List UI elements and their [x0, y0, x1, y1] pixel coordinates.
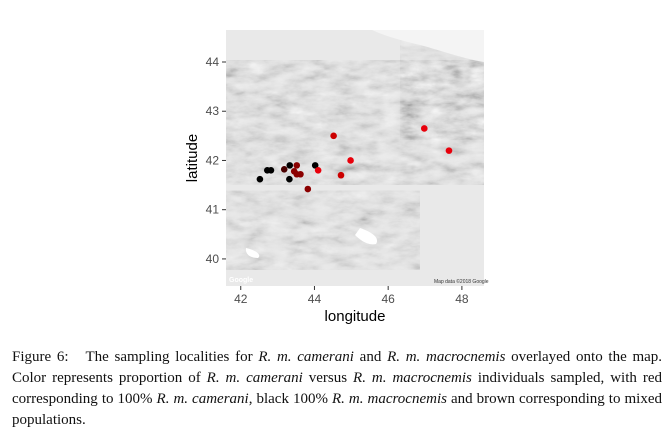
data-point: [445, 147, 453, 154]
map-background: [226, 30, 484, 286]
data-point: [304, 185, 312, 193]
x-tick-label: 42: [234, 292, 248, 306]
y-tick-label: 44: [206, 55, 220, 69]
figure-caption: Figure 6: The sampling localities for R.…: [12, 347, 662, 431]
data-point: [311, 162, 319, 169]
x-axis-title: longitude: [325, 308, 386, 325]
y-tick-label: 40: [206, 252, 220, 266]
data-point: [337, 171, 345, 179]
data-point: [347, 157, 354, 164]
data-point: [330, 132, 337, 140]
caption-species: R. m. camerani: [206, 370, 303, 386]
data-point: [256, 175, 264, 183]
caption-text: and: [359, 349, 382, 365]
caption-text: versus: [308, 370, 348, 386]
caption-text: and brown corresponding to mixed populat…: [12, 391, 662, 428]
data-point: [267, 167, 275, 174]
x-tick-label: 46: [381, 292, 395, 306]
caption-species: R. m. macrocnemis: [387, 349, 506, 365]
figure-map-plot: Google Map data ©2018 Google 42 44 46 48404…: [184, 30, 489, 325]
caption-text: individuals sampled, with red correspond…: [12, 370, 662, 407]
caption-text: , black 100%: [248, 391, 328, 407]
x-tick-label: 48: [455, 292, 469, 306]
map-attribution: Map data ©2018 Google: [434, 278, 489, 285]
caption-label: Figure 6:: [12, 349, 69, 365]
x-tick-label: 44: [308, 292, 322, 306]
y-tick-label: 42: [206, 153, 220, 167]
caption-species: R. m. macrocnemis: [332, 391, 447, 407]
data-point: [280, 166, 288, 173]
data-point: [286, 162, 294, 169]
data-points: [256, 125, 453, 193]
data-point: [297, 170, 304, 178]
caption-text: The sampling localities for: [85, 349, 253, 365]
caption-species: R. m. macrocnemis: [353, 370, 472, 386]
google-logo: Google: [229, 277, 253, 284]
caption-text: overlayed onto the map. Color represents…: [12, 349, 663, 386]
y-tick-label: 43: [206, 104, 220, 118]
caption-species: R. m. camerani: [258, 349, 354, 365]
data-point: [286, 175, 293, 183]
axes: 42 44 46 48 40 41 42 43 44: [206, 55, 469, 306]
data-point: [314, 167, 322, 174]
y-axis-title: latitude: [184, 134, 201, 182]
y-tick-label: 41: [206, 203, 220, 217]
caption-species: R. m. camerani: [156, 391, 249, 407]
data-point: [293, 162, 301, 169]
data-point: [420, 125, 428, 132]
